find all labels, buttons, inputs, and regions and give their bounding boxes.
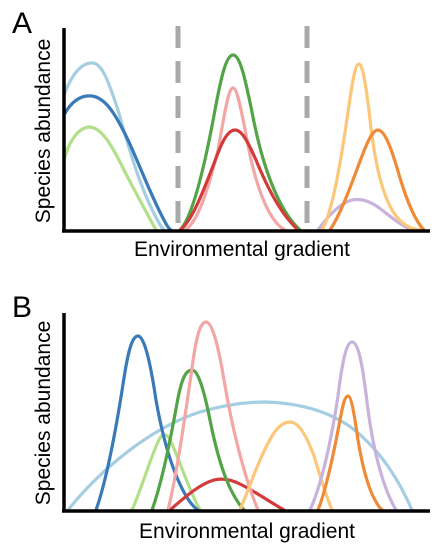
green-curve (178, 53, 302, 232)
panel-b-x-axis-label: Environmental gradient (139, 520, 355, 543)
panel-b: B Species abundance Environmental gradie… (12, 291, 430, 543)
panel-a-label: A (12, 7, 32, 40)
panel-b-label: B (12, 291, 32, 324)
lavender-curve (316, 197, 414, 232)
panel-b-y-axis-label: Species abundance (32, 321, 55, 505)
dark-blue-curve (62, 94, 173, 232)
panel-a-axes (62, 28, 430, 233)
panel-a-x-axis-label: Environmental gradient (134, 238, 350, 261)
dark-blue-curve (94, 334, 200, 512)
light-green-curve (130, 433, 202, 512)
light-green-curve (62, 125, 158, 232)
light-orange-curve (320, 62, 422, 232)
panel-b-curves (66, 320, 414, 512)
orange-curve (316, 394, 384, 512)
panel-a-boundaries (175, 26, 310, 230)
light-blue-curve (62, 61, 166, 232)
panel-a-y-axis-label: Species abundance (32, 39, 55, 223)
lavender-curve (308, 340, 398, 512)
red-curve (178, 128, 298, 232)
orange-curve (328, 128, 426, 232)
panel-b-axes (62, 313, 430, 513)
panel-a: A Species abundance Environmental gradie… (12, 7, 430, 261)
pink-curve (183, 86, 287, 232)
pink-curve (166, 320, 260, 512)
light-orange-curve (238, 420, 334, 512)
panel-a-curves (62, 53, 426, 232)
